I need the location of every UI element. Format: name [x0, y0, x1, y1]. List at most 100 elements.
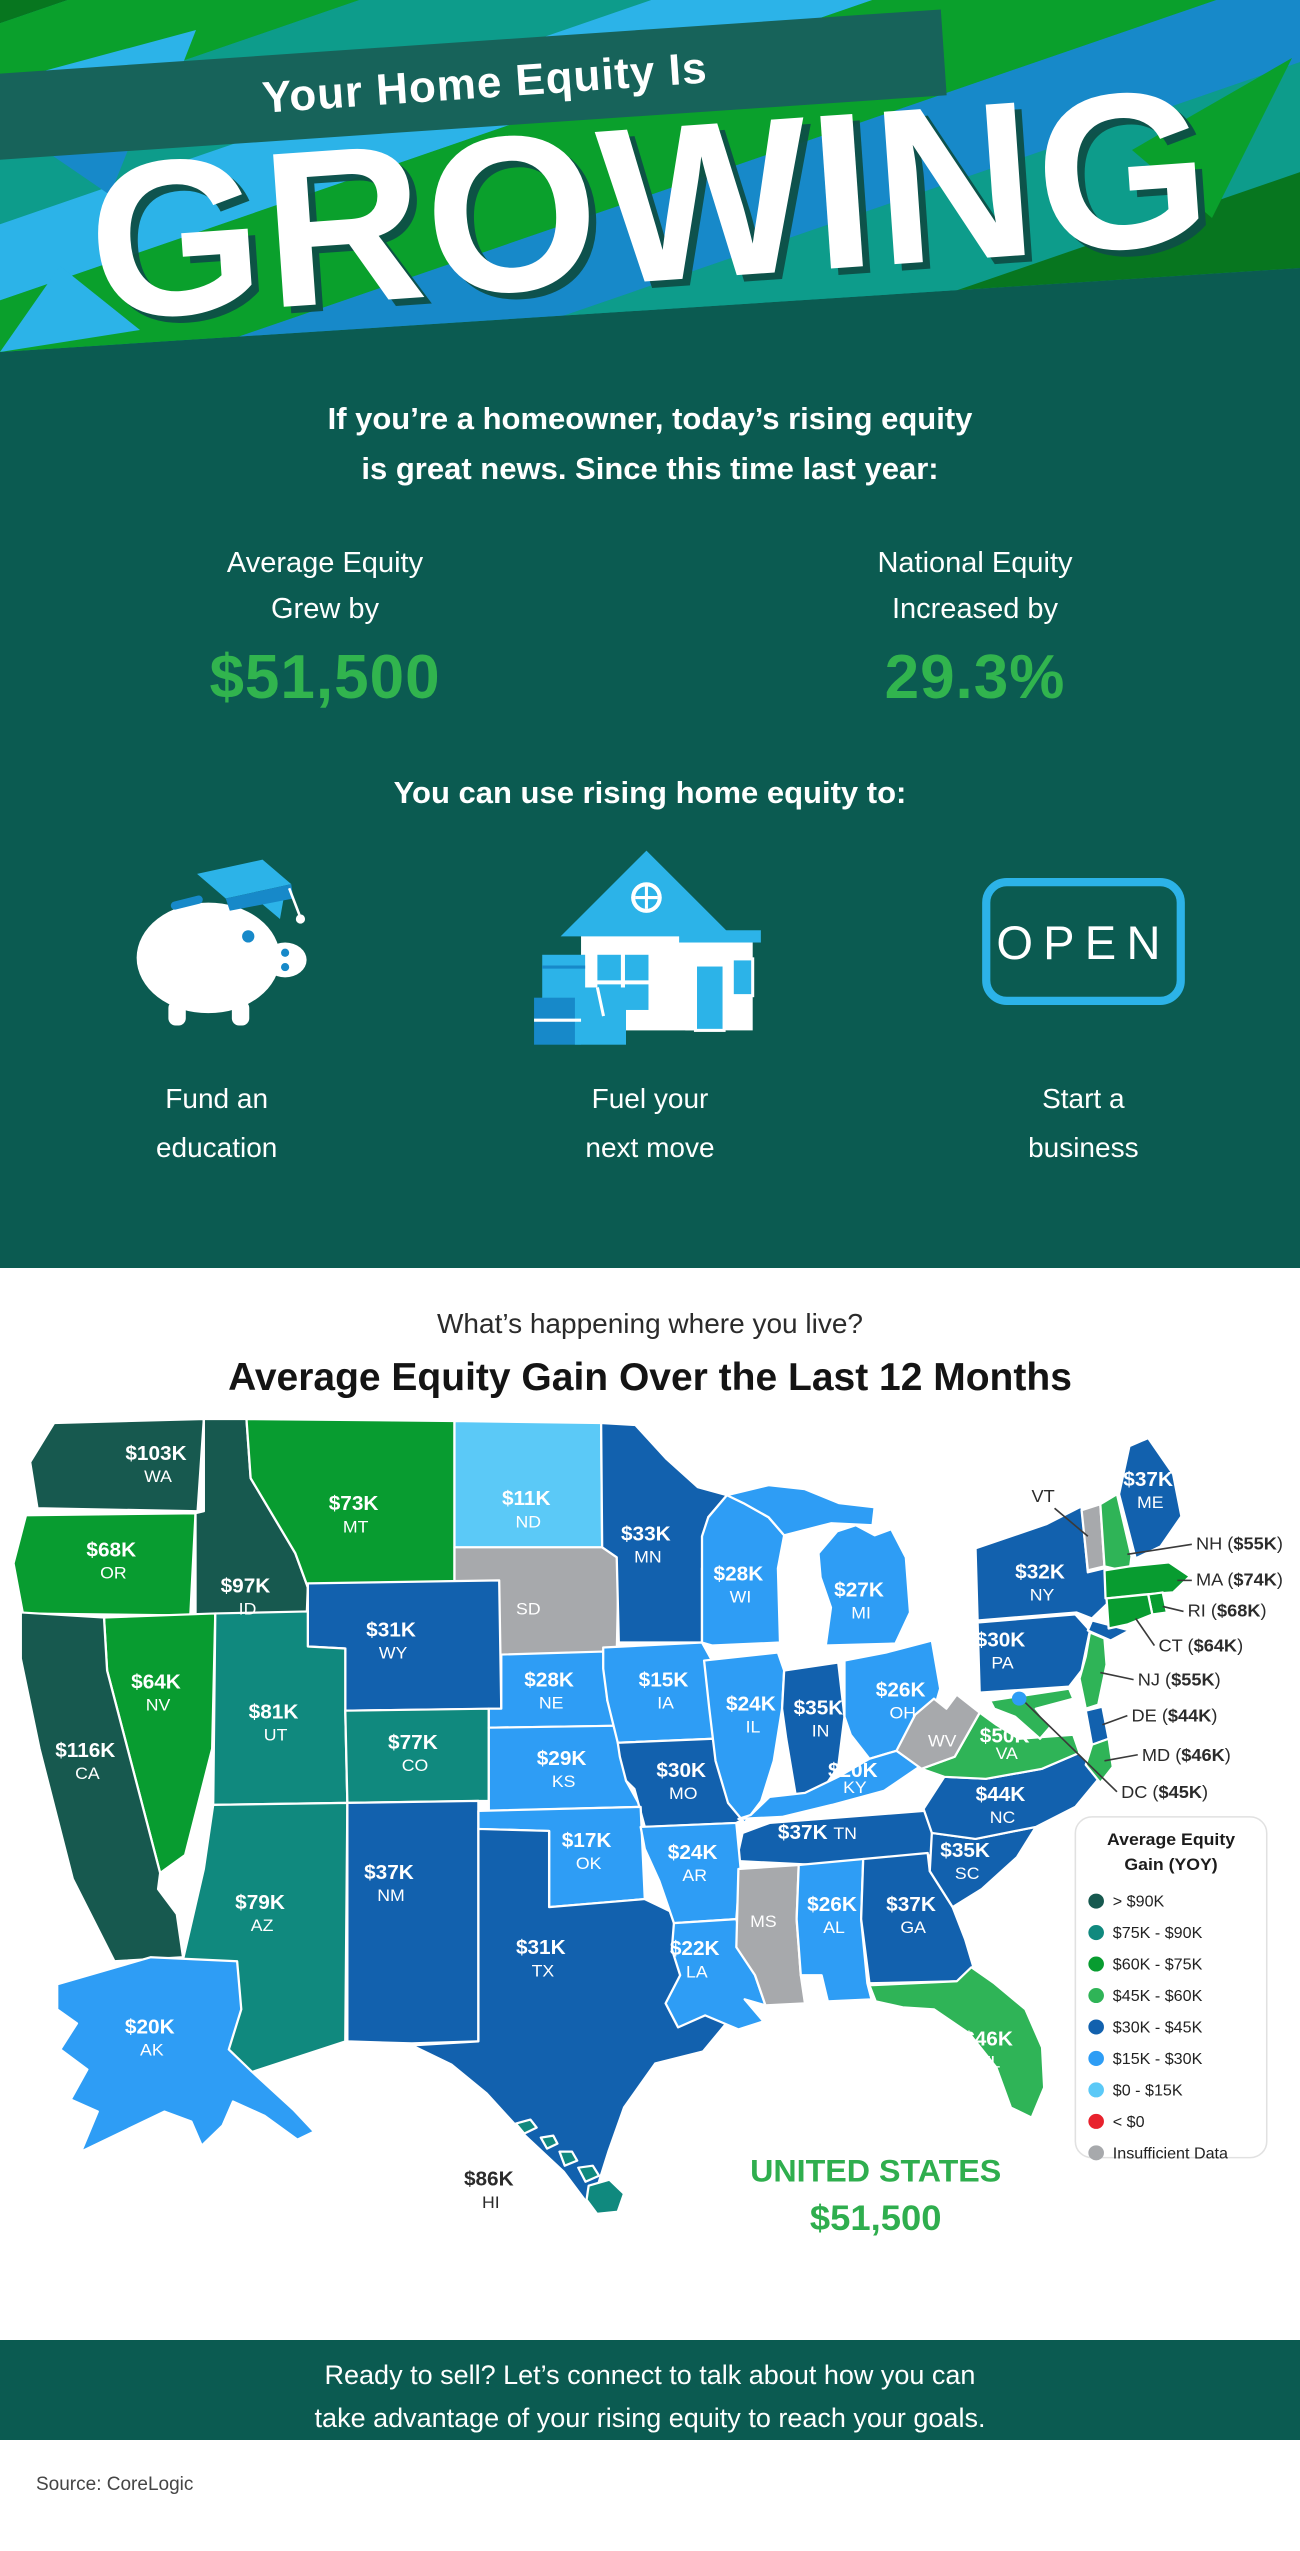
map-section: What’s happening where you live? Average…	[0, 1268, 1300, 2340]
state-shape-il	[702, 1651, 786, 1825]
callout-line-de	[1102, 1714, 1128, 1726]
callout-label-nh: NH ($55K)	[1196, 1534, 1283, 1554]
state-abbr-tx: TX	[532, 1961, 555, 1981]
state-value-oh: $26K	[876, 1680, 926, 1702]
state-value-me: $37K	[1123, 1469, 1173, 1491]
state-value-mn: $33K	[621, 1524, 671, 1546]
state-value-ks: $29K	[537, 1748, 587, 1770]
state-value-la: $22K	[670, 1939, 720, 1961]
legend-swatch-60-75	[1088, 1956, 1104, 1972]
legend-items: > $90K $75K - $90K $60K - $75K $45K - $60K $…	[1088, 1893, 1228, 2162]
state-abbr-nc: NC	[990, 1807, 1016, 1827]
state-value-wy: $31K	[366, 1620, 416, 1642]
national-equity-value: 29.3%	[884, 643, 1066, 712]
state-value-in: $35K	[794, 1698, 844, 1720]
state-abbr-wv: WV	[928, 1731, 957, 1751]
state-abbr-ca: CA	[75, 1763, 100, 1783]
state-value-mo: $30K	[656, 1760, 706, 1782]
stripe	[0, 0, 1300, 352]
piggy-bank-graduation-cap-icon	[109, 829, 324, 1054]
state-abbr-az: AZ	[251, 1915, 274, 1935]
callout-line-vt	[1054, 1507, 1089, 1537]
state-shape-ga	[859, 1851, 975, 1985]
legend-swatch-30-45	[1088, 2019, 1104, 2035]
callout-line-nh	[1127, 1543, 1192, 1556]
state-abbr-in: IN	[812, 1721, 830, 1741]
state-shape-mi	[725, 1484, 912, 1647]
national-equity-stat: National Equity Increased by 29.3%	[650, 540, 1300, 713]
state-value-ak: $20K	[125, 2017, 175, 2039]
state-value-nm: $37K	[364, 1862, 414, 1884]
piggy-bank-art	[136, 859, 307, 1025]
average-equity-stat: Average Equity Grew by $51,500	[0, 540, 650, 713]
state-value-nd: $11K	[502, 1489, 551, 1511]
legend-title-line2: Gain (YOY)	[1124, 1854, 1217, 1874]
legend-swatch-45-60	[1088, 1987, 1104, 2004]
state-shape-me	[1117, 1436, 1183, 1560]
state-value-or: $68K	[86, 1540, 136, 1562]
state-abbr-pa: PA	[991, 1653, 1014, 1673]
state-abbr-wy: WY	[379, 1643, 408, 1663]
state-abbr-ia: IA	[657, 1693, 674, 1713]
state-abbr-va: VA	[996, 1743, 1019, 1763]
state-abbr-nv: NV	[146, 1695, 171, 1715]
state-abbr-or: OR	[100, 1563, 127, 1583]
state-value-ca: $116K	[55, 1740, 115, 1762]
state-abbr-mi: MI	[851, 1603, 871, 1623]
state-shape-ca	[19, 1611, 185, 1963]
state-shape-nh	[1099, 1493, 1133, 1574]
state-shape-wa	[29, 1417, 205, 1513]
state-abbr-ny: NY	[1030, 1585, 1055, 1605]
state-value-co: $77K	[388, 1732, 438, 1754]
legend-title-line1: Average Equity	[1107, 1829, 1235, 1849]
callout-label-vt: VT	[1031, 1487, 1054, 1507]
use-next-move: Fuel your next move	[433, 829, 866, 1172]
use-label-line2: business	[1028, 1132, 1139, 1163]
state-abbr-id: ID	[239, 1599, 257, 1619]
legend-swatch-na	[1088, 2145, 1104, 2161]
state-value-nv: $64K	[131, 1672, 181, 1694]
state-value-al: $26K	[807, 1894, 857, 1916]
state-value-wa: $103K	[125, 1443, 187, 1465]
state-shape-wv	[895, 1693, 981, 1770]
state-abbr-wa: WA	[144, 1466, 172, 1486]
open-sign-art: OPEN	[981, 878, 1185, 1005]
state-abbr-wi: WI	[730, 1587, 752, 1607]
state-abbr-oh: OH	[889, 1703, 916, 1723]
state-abbr-mt: MT	[343, 1517, 369, 1537]
stat-label: National Equity Increased by	[650, 540, 1300, 632]
state-abbr-nd: ND	[516, 1512, 542, 1532]
callout-label-de: DE ($44K)	[1132, 1706, 1218, 1726]
use-label: Fuel your next move	[585, 1074, 714, 1172]
state-abbr-al: AL	[823, 1917, 845, 1937]
state-abbr-ga: GA	[900, 1917, 926, 1937]
dc-location-dot	[1011, 1691, 1027, 1706]
state-shape-hi	[514, 2118, 626, 2215]
state-value-nc: $44K	[976, 1784, 1026, 1806]
state-value-ok: $17K	[562, 1830, 612, 1852]
legend-swatch-75-90	[1088, 1925, 1104, 1941]
state-abbr-ar: AR	[682, 1865, 707, 1885]
house-moving-boxes-icon	[532, 829, 767, 1054]
stats-row: Average Equity Grew by $51,500 National …	[0, 540, 1300, 713]
uses-title: You can use rising home equity to:	[393, 775, 907, 810]
arrow-icon	[0, 266, 140, 352]
legend-label-45-60: $45K - $60K	[1113, 1988, 1203, 2005]
stripe	[0, 14, 1300, 352]
hero-section: Your Home Equity Is GROWING	[0, 0, 1300, 352]
state-label-tn: $37K TN	[778, 1822, 857, 1844]
stat-label-line2: Increased by	[891, 593, 1059, 625]
legend-swatch-15-30	[1088, 2050, 1104, 2066]
intro-headline: If you’re a homeowner, today’s rising eq…	[0, 394, 1300, 494]
open-sign-text: OPEN	[996, 916, 1170, 969]
use-label-line1: Fund an	[165, 1083, 269, 1114]
state-value-wi: $28K	[714, 1564, 764, 1586]
callout-line-dc	[1024, 1702, 1118, 1793]
state-value-il: $24K	[726, 1694, 776, 1716]
callout-line-ct	[1134, 1618, 1156, 1646]
state-value-sc: $35K	[940, 1840, 990, 1862]
state-abbr-ut: UT	[264, 1725, 288, 1745]
state-abbr-sd: SD	[516, 1599, 541, 1619]
state-shape-nj	[1078, 1631, 1108, 1710]
